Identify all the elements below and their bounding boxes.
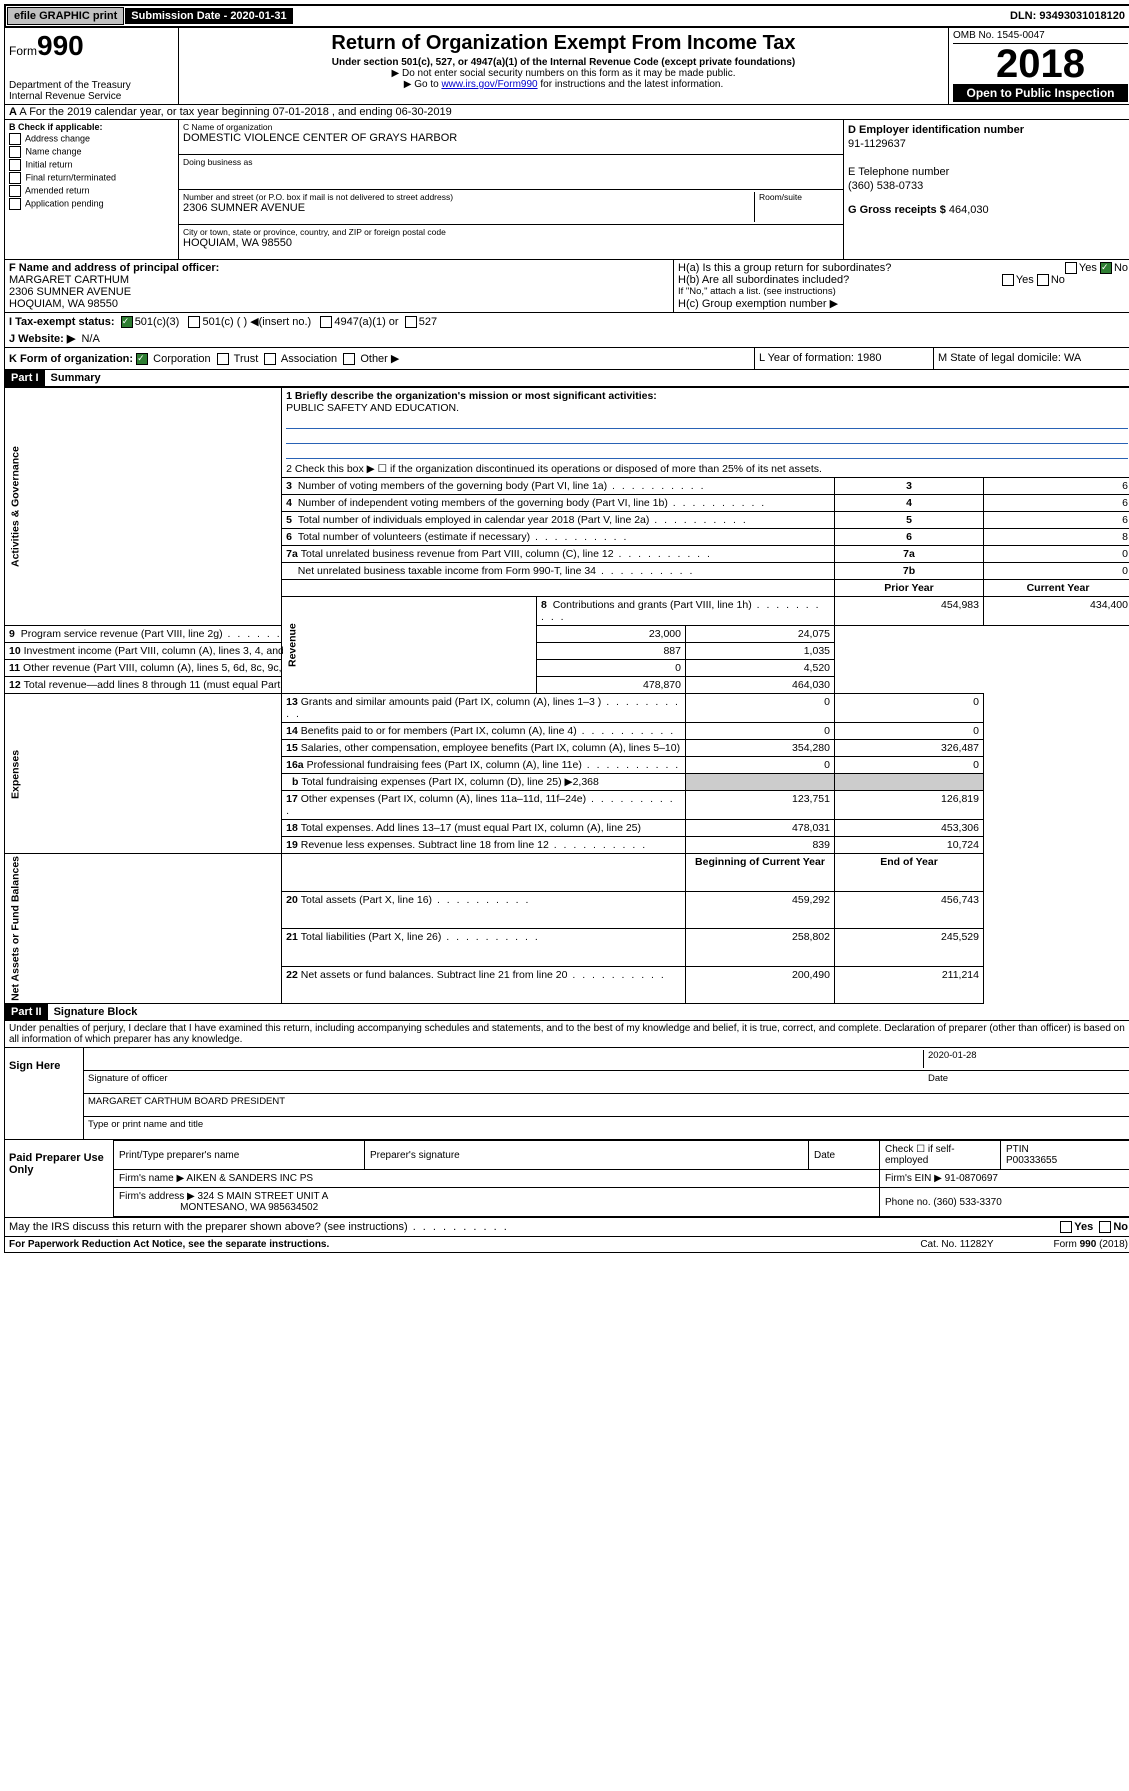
ein-value: 91-1129637 (848, 138, 1128, 150)
paid-preparer-section: Paid Preparer Use Only Print/Type prepar… (4, 1140, 1129, 1218)
org-name: DOMESTIC VIOLENCE CENTER OF GRAYS HARBOR (183, 132, 839, 144)
irs-link[interactable]: www.irs.gov/Form990 (441, 79, 537, 90)
part1-table: Activities & Governance 1 Briefly descri… (4, 387, 1129, 1004)
side-expenses: Expenses (5, 694, 282, 854)
page-footer: For Paperwork Reduction Act Notice, see … (4, 1237, 1129, 1253)
form-subtitle: Under section 501(c), 527, or 4947(a)(1)… (183, 57, 944, 68)
top-bar: efile GRAPHIC print Submission Date - 20… (4, 4, 1129, 28)
box-de: D Employer identification number 91-1129… (844, 120, 1129, 259)
entity-info-grid: B Check if applicable: Address change Na… (4, 120, 1129, 260)
open-public-badge: Open to Public Inspection (953, 84, 1128, 102)
row-i: I Tax-exempt status: 501(c)(3) 501(c) ( … (4, 313, 1129, 330)
form-title: Return of Organization Exempt From Incom… (183, 32, 944, 55)
side-revenue: Revenue (282, 597, 537, 694)
dept-label: Department of the Treasury Internal Reve… (9, 80, 174, 102)
org-city: HOQUIAM, WA 98550 (183, 237, 839, 249)
perjury-declaration: Under penalties of perjury, I declare th… (4, 1021, 1129, 1048)
mission-text: PUBLIC SAFETY AND EDUCATION. (286, 402, 459, 414)
dln-label: DLN: 93493031018120 (1004, 8, 1129, 24)
gross-receipts: 464,030 (949, 204, 989, 216)
submission-date: Submission Date - 2020-01-31 (125, 8, 292, 24)
part2-header: Part II Signature Block (4, 1004, 1129, 1021)
row-k: K Form of organization: Corporation Trus… (4, 348, 1129, 370)
url-note: ▶ Go to www.irs.gov/Form990 for instruct… (183, 79, 944, 90)
row-j: J Website: ▶ N/A (4, 330, 1129, 348)
row-fh: F Name and address of principal officer:… (4, 260, 1129, 313)
discuss-row: May the IRS discuss this return with the… (4, 1218, 1129, 1237)
tax-year: 2018 (953, 44, 1128, 84)
part1-header: Part I Summary (4, 370, 1129, 387)
ssn-note: ▶ Do not enter social security numbers o… (183, 68, 944, 79)
row-a-tax-year: A A For the 2019 calendar year, or tax y… (4, 105, 1129, 120)
efile-button[interactable]: efile GRAPHIC print (7, 7, 124, 25)
org-address: 2306 SUMNER AVENUE (183, 202, 754, 214)
side-governance: Activities & Governance (5, 388, 282, 626)
box-c: C Name of organization DOMESTIC VIOLENCE… (179, 120, 844, 259)
sign-here-section: Sign Here 2020-01-28 Signature of office… (4, 1048, 1129, 1140)
box-b: B Check if applicable: Address change Na… (5, 120, 179, 259)
side-net-assets: Net Assets or Fund Balances (5, 854, 282, 1004)
form-number: Form990 (9, 30, 174, 62)
form-header: Form990 Department of the Treasury Inter… (4, 28, 1129, 105)
phone-value: (360) 538-0733 (848, 180, 1128, 192)
